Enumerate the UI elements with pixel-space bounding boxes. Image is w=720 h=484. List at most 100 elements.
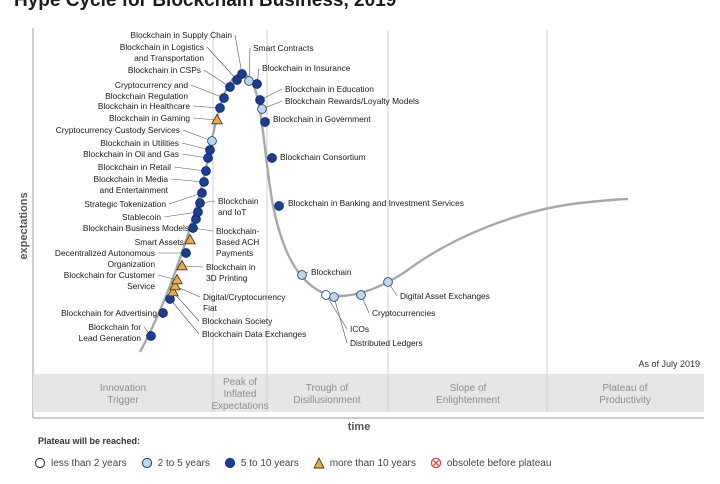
label-blockchain-for-customer-service: Blockchain for Customer Service — [64, 270, 156, 291]
leader-icos — [325, 294, 348, 330]
leader-blockchain-in-retail — [173, 166, 207, 172]
legend-item-gt10: more than 10 years — [312, 457, 416, 469]
leader-distributed-ledgers — [333, 296, 348, 344]
point-blockchain-in-media-and-entertainment — [199, 177, 209, 187]
label-blockchain-in-retail: Blockchain in Retail — [98, 162, 171, 172]
legend-marker-5to10 — [224, 457, 235, 469]
point-distributed-ledgers — [329, 292, 339, 302]
x-axis-label: time — [348, 421, 371, 433]
label-blockchain-in-supply-chain: Blockchain in Supply Chain — [131, 30, 233, 40]
point-blockchain-in-csps — [225, 82, 235, 92]
leader-blockchain-data-exchanges — [169, 298, 200, 335]
leader-blockchain-in-gaming — [192, 117, 218, 121]
leader-blockchain-for-customer-service — [157, 274, 178, 281]
leader-blockchain-in-csps — [203, 69, 231, 88]
label-blockchain-in-healthcare: Blockchain in Healthcare — [98, 101, 191, 111]
point-digital-cryptocurrency-fiat — [169, 279, 181, 291]
as-of-note: As of July 2019 — [638, 359, 700, 369]
label-blockchain-in-utilities: Blockchain in Utilities — [100, 138, 179, 148]
point-blockchain-in-oil-and-gas — [203, 153, 213, 163]
point-blockchain-in-healthcare — [215, 103, 225, 113]
label-cryptocurrency-custody-services: Cryptocurrency Custody Services — [56, 125, 180, 135]
chart-title: Hype Cycle for Blockchain Business, 2019 — [14, 0, 397, 11]
phase-strip — [33, 374, 704, 412]
label-blockchain-in-csps: Blockchain in CSPs — [128, 65, 201, 75]
label-blockchain-business-models: Blockchain Business Models — [83, 223, 189, 233]
point-blockchain-and-iot — [195, 198, 205, 208]
leader-blockchain-in-supply-chain — [234, 34, 243, 75]
label-blockchain-in-government: Blockchain in Government — [273, 114, 371, 124]
point-blockchain-consortium — [267, 153, 277, 163]
point-blockchain-in-insurance — [252, 79, 262, 89]
leader-blockchain-in-logistics-and-transportation — [206, 46, 238, 81]
leader-cryptocurrency-custody-services — [182, 129, 213, 142]
point-digital-asset-exchanges — [383, 277, 393, 287]
legend-label-lt2: less than 2 years — [51, 457, 127, 469]
point-blockchain-for-customer-service — [171, 273, 183, 285]
label-blockchain-based-ach-payments: Blockchain-Based ACH Payments — [216, 226, 260, 258]
legend-item-lt2: less than 2 years — [34, 457, 127, 469]
point-blockchain-society — [167, 285, 179, 297]
phase-label-plateau-of-productivity: Plateau of Productivity — [599, 383, 651, 406]
legend-label-2to5: 2 to 5 years — [157, 457, 210, 469]
leader-strategic-tokenization — [168, 192, 203, 205]
label-blockchain-in-banking-and-investment-services: Blockchain in Banking and Investment Ser… — [288, 198, 464, 208]
label-icos: ICOs — [350, 324, 369, 334]
label-smart-assets: Smart Assets — [135, 237, 184, 247]
point-blockchain-in-gaming — [211, 113, 223, 125]
label-blockchain-in-media-and-entertainment: Blockchain in Media and Entertainment — [94, 174, 169, 195]
label-blockchain-in-oil-and-gas: Blockchain in Oil and Gas — [83, 149, 179, 159]
label-cryptocurrencies: Cryptocurrencies — [372, 308, 435, 318]
leader-stablecoin — [163, 211, 199, 218]
point-strategic-tokenization — [197, 188, 207, 198]
label-blockchain-in-gaming: Blockchain in Gaming — [109, 113, 190, 123]
legend-label-gt10: more than 10 years — [329, 457, 416, 469]
point-blockchain-in-banking-and-investment-services — [274, 201, 284, 211]
label-blockchain-for-lead-generation: Blockchain for Lead Generation — [79, 322, 142, 343]
legend-item-obs: obsolete before plateau — [430, 457, 551, 469]
phase-label-innovation-trigger: Innovation Trigger — [100, 383, 146, 406]
label-stablecoin: Stablecoin — [122, 212, 161, 222]
point-blockchain-for-advertising — [158, 308, 168, 318]
label-blockchain-in-education: Blockchain in Education — [285, 84, 374, 94]
point-icos — [321, 290, 331, 300]
point-blockchain-based-ach-payments — [188, 223, 198, 233]
legend-marker-lt2 — [34, 457, 46, 469]
label-digital-cryptocurrency-fiat: Digital/Cryptocurrency Fiat — [203, 292, 286, 313]
label-digital-asset-exchanges: Digital Asset Exchanges — [400, 291, 490, 301]
point-blockchain-for-lead-generation — [146, 331, 156, 341]
legend: less than 2 years 2 to 5 years 5 to 10 yea… — [34, 457, 565, 469]
leader-blockchain-society — [172, 291, 200, 322]
point-blockchain-in-3d-printing — [176, 259, 188, 271]
label-cryptocurrency-and-blockchain-regulation: Cryptocurrency and Blockchain Regulation — [105, 80, 188, 101]
point-blockchain-in-supply-chain — [237, 69, 247, 79]
point-blockchain — [297, 270, 307, 280]
label-smart-contracts: Smart Contracts — [253, 43, 314, 53]
legend-label-5to10: 5 to 10 years — [240, 457, 299, 469]
point-blockchain-in-government — [260, 117, 270, 127]
label-decentralized-autonomous-organization: Decentralized Autonomous Organization — [55, 248, 155, 269]
point-stablecoin — [193, 207, 203, 217]
phase-label-slope-of-enlightenment: Slope of Enlightenment — [436, 383, 500, 406]
label-blockchain-for-advertising: Blockchain for Advertising — [61, 308, 157, 318]
label-blockchain-in-3d-printing: Blockchain in 3D Printing — [206, 262, 256, 283]
legend-marker-2to5 — [141, 457, 152, 469]
point-blockchain-in-retail — [201, 166, 211, 176]
legend-item-5to10: 5 to 10 years — [224, 457, 299, 469]
label-blockchain-in-insurance: Blockchain in Insurance — [262, 63, 351, 73]
legend-marker-obs — [430, 457, 442, 469]
point-cryptocurrency-custody-services — [207, 136, 217, 146]
label-blockchain-rewards-loyalty-models: Blockchain Rewards/Loyalty Models — [285, 96, 419, 106]
point-blockchain-in-utilities — [205, 145, 215, 155]
label-blockchain: Blockchain — [311, 267, 352, 277]
label-distributed-ledgers: Distributed Ledgers — [350, 338, 423, 348]
label-blockchain-in-logistics-and-transportation: Blockchain in Logistics and Transportatio… — [120, 42, 205, 63]
phase-label-peak-of-inflated-expectations: Peak of Inflated Expectations — [211, 377, 268, 412]
label-blockchain-data-exchanges: Blockchain Data Exchanges — [202, 329, 306, 339]
point-cryptocurrencies — [356, 290, 366, 300]
label-strategic-tokenization: Strategic Tokenization — [84, 199, 166, 209]
point-cryptocurrency-and-blockchain-regulation — [219, 93, 229, 103]
phase-label-trough-of-disillusionment: Trough of Disillusionment — [293, 383, 360, 406]
point-blockchain-rewards-loyalty-models — [257, 104, 267, 114]
